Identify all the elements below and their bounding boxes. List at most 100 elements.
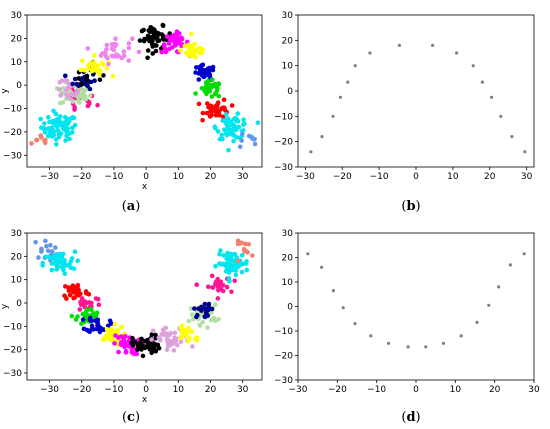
point-c-c9-15 (149, 337, 154, 342)
point-a-c14-27 (221, 97, 227, 103)
point-a-c15-17 (226, 127, 231, 132)
xtick-label-a--10: −10 (104, 172, 123, 182)
axes-frame-d (297, 232, 535, 381)
point-c-c1-7 (72, 249, 78, 254)
point-c-c1-12 (61, 267, 66, 273)
point-c-c13-20 (215, 296, 221, 301)
point-c-c14-34 (239, 269, 245, 275)
point-c-c11-28 (200, 319, 205, 325)
point-a-c1-62 (51, 129, 57, 134)
point-a-c6-4 (101, 73, 106, 78)
point-d-4 (353, 322, 357, 326)
point-a-c15-53 (235, 118, 241, 124)
point-a-c9-49 (160, 36, 166, 41)
point-c-c11-34 (197, 322, 203, 328)
point-c-c2-33 (72, 287, 77, 293)
point-a-c10-26 (172, 40, 178, 46)
xtick-label-b-20: 20 (484, 172, 496, 182)
point-a-c16-7 (240, 131, 245, 137)
point-a-c11-18 (177, 48, 183, 53)
point-a-c13-29 (213, 91, 218, 97)
point-c-c9-11 (171, 348, 177, 353)
point-d-2 (331, 289, 335, 293)
point-a-c9-45 (148, 25, 153, 30)
point-c-c7-39 (121, 342, 126, 348)
point-c-c13-21 (216, 287, 221, 293)
ytick-label-c--30: −30 (3, 369, 22, 379)
point-a-c9-38 (145, 48, 151, 53)
point-c-c1-47 (54, 262, 60, 267)
point-a-c8-28 (126, 45, 132, 51)
point-c-c9-18 (150, 328, 156, 334)
point-c-c1-39 (43, 254, 49, 260)
point-c-c0-14 (44, 243, 49, 249)
point-a-c8-29 (114, 54, 119, 59)
y-axis-label-c: y (0, 303, 10, 309)
point-a-c14-32 (208, 108, 213, 114)
point-c-c10-18 (194, 337, 200, 343)
point-c-c13-2 (209, 273, 215, 279)
point-a-c7-23 (78, 67, 84, 73)
point-b-5 (353, 64, 357, 68)
point-c-c0-2 (48, 242, 53, 248)
point-a-c1-38 (42, 130, 48, 135)
point-c-c9-4 (178, 339, 184, 345)
x-axis-label-a: x (142, 182, 148, 192)
point-a-c10-16 (164, 34, 170, 39)
panel-b: −30 −20 −10 0 10 20 30 −30 −20 −10 0 10 20 30 (b) (274, 11, 535, 214)
point-c-c0-0 (49, 249, 55, 254)
point-b-0 (309, 150, 313, 154)
point-a-c9-32 (153, 48, 159, 54)
point-a-c9-11 (145, 55, 150, 61)
point-a-c5-3 (70, 81, 75, 87)
point-c-c7-37 (123, 350, 129, 355)
axes-frame-a (26, 14, 263, 168)
point-c-c3-6 (77, 307, 83, 312)
point-c-c8-46 (146, 343, 151, 349)
point-a-c10-36 (173, 35, 179, 41)
point-d-15 (522, 252, 526, 256)
point-a-c0-5 (29, 141, 34, 146)
point-a-c14-36 (214, 104, 220, 109)
point-b-10 (471, 64, 475, 68)
point-c-c7-24 (112, 341, 117, 346)
point-a-c14-14 (204, 110, 210, 116)
point-c-c15-2 (246, 241, 251, 247)
point-c-c1-46 (59, 260, 65, 265)
point-c-c15-9 (241, 247, 247, 252)
point-c-c8-35 (129, 340, 134, 346)
point-a-c3-17 (87, 93, 93, 99)
ytick-label-b--20: −20 (274, 138, 293, 148)
point-c-c6-29 (109, 326, 114, 332)
point-c-c1-31 (65, 263, 71, 268)
point-a-c13-12 (209, 94, 215, 99)
xtick-label-a--20: −20 (72, 172, 91, 182)
point-c-c8-14 (139, 336, 144, 342)
point-c-c1-32 (71, 266, 77, 271)
xtick-label-b--30: −30 (296, 172, 315, 182)
point-a-c10-30 (170, 45, 175, 50)
point-d-7 (406, 345, 410, 349)
point-a-c13-28 (204, 82, 210, 88)
point-c-c14-37 (217, 252, 222, 257)
point-c-c4-28 (91, 311, 96, 316)
point-c-c4-5 (85, 307, 90, 312)
point-c-c15-11 (238, 241, 243, 246)
point-a-c4-20 (65, 86, 70, 91)
point-a-c5-4 (72, 76, 78, 82)
point-a-c15-7 (215, 129, 221, 134)
point-c-c13-13 (224, 284, 230, 290)
ytick-label-a-10: 10 (11, 58, 23, 68)
point-a-c15-58 (225, 123, 230, 129)
point-a-c1-40 (63, 138, 68, 143)
point-a-c13-24 (204, 91, 209, 97)
point-c-c3-19 (78, 302, 84, 308)
point-a-c15-41 (226, 148, 231, 153)
point-a-c5-15 (92, 78, 97, 83)
xtick-label-d--30: −30 (289, 385, 308, 395)
point-b-2 (331, 114, 335, 118)
point-c-c0-11 (53, 245, 58, 250)
point-a-c1-53 (64, 116, 70, 122)
point-c-c10-16 (178, 325, 184, 331)
point-c-c13-1 (229, 289, 234, 295)
